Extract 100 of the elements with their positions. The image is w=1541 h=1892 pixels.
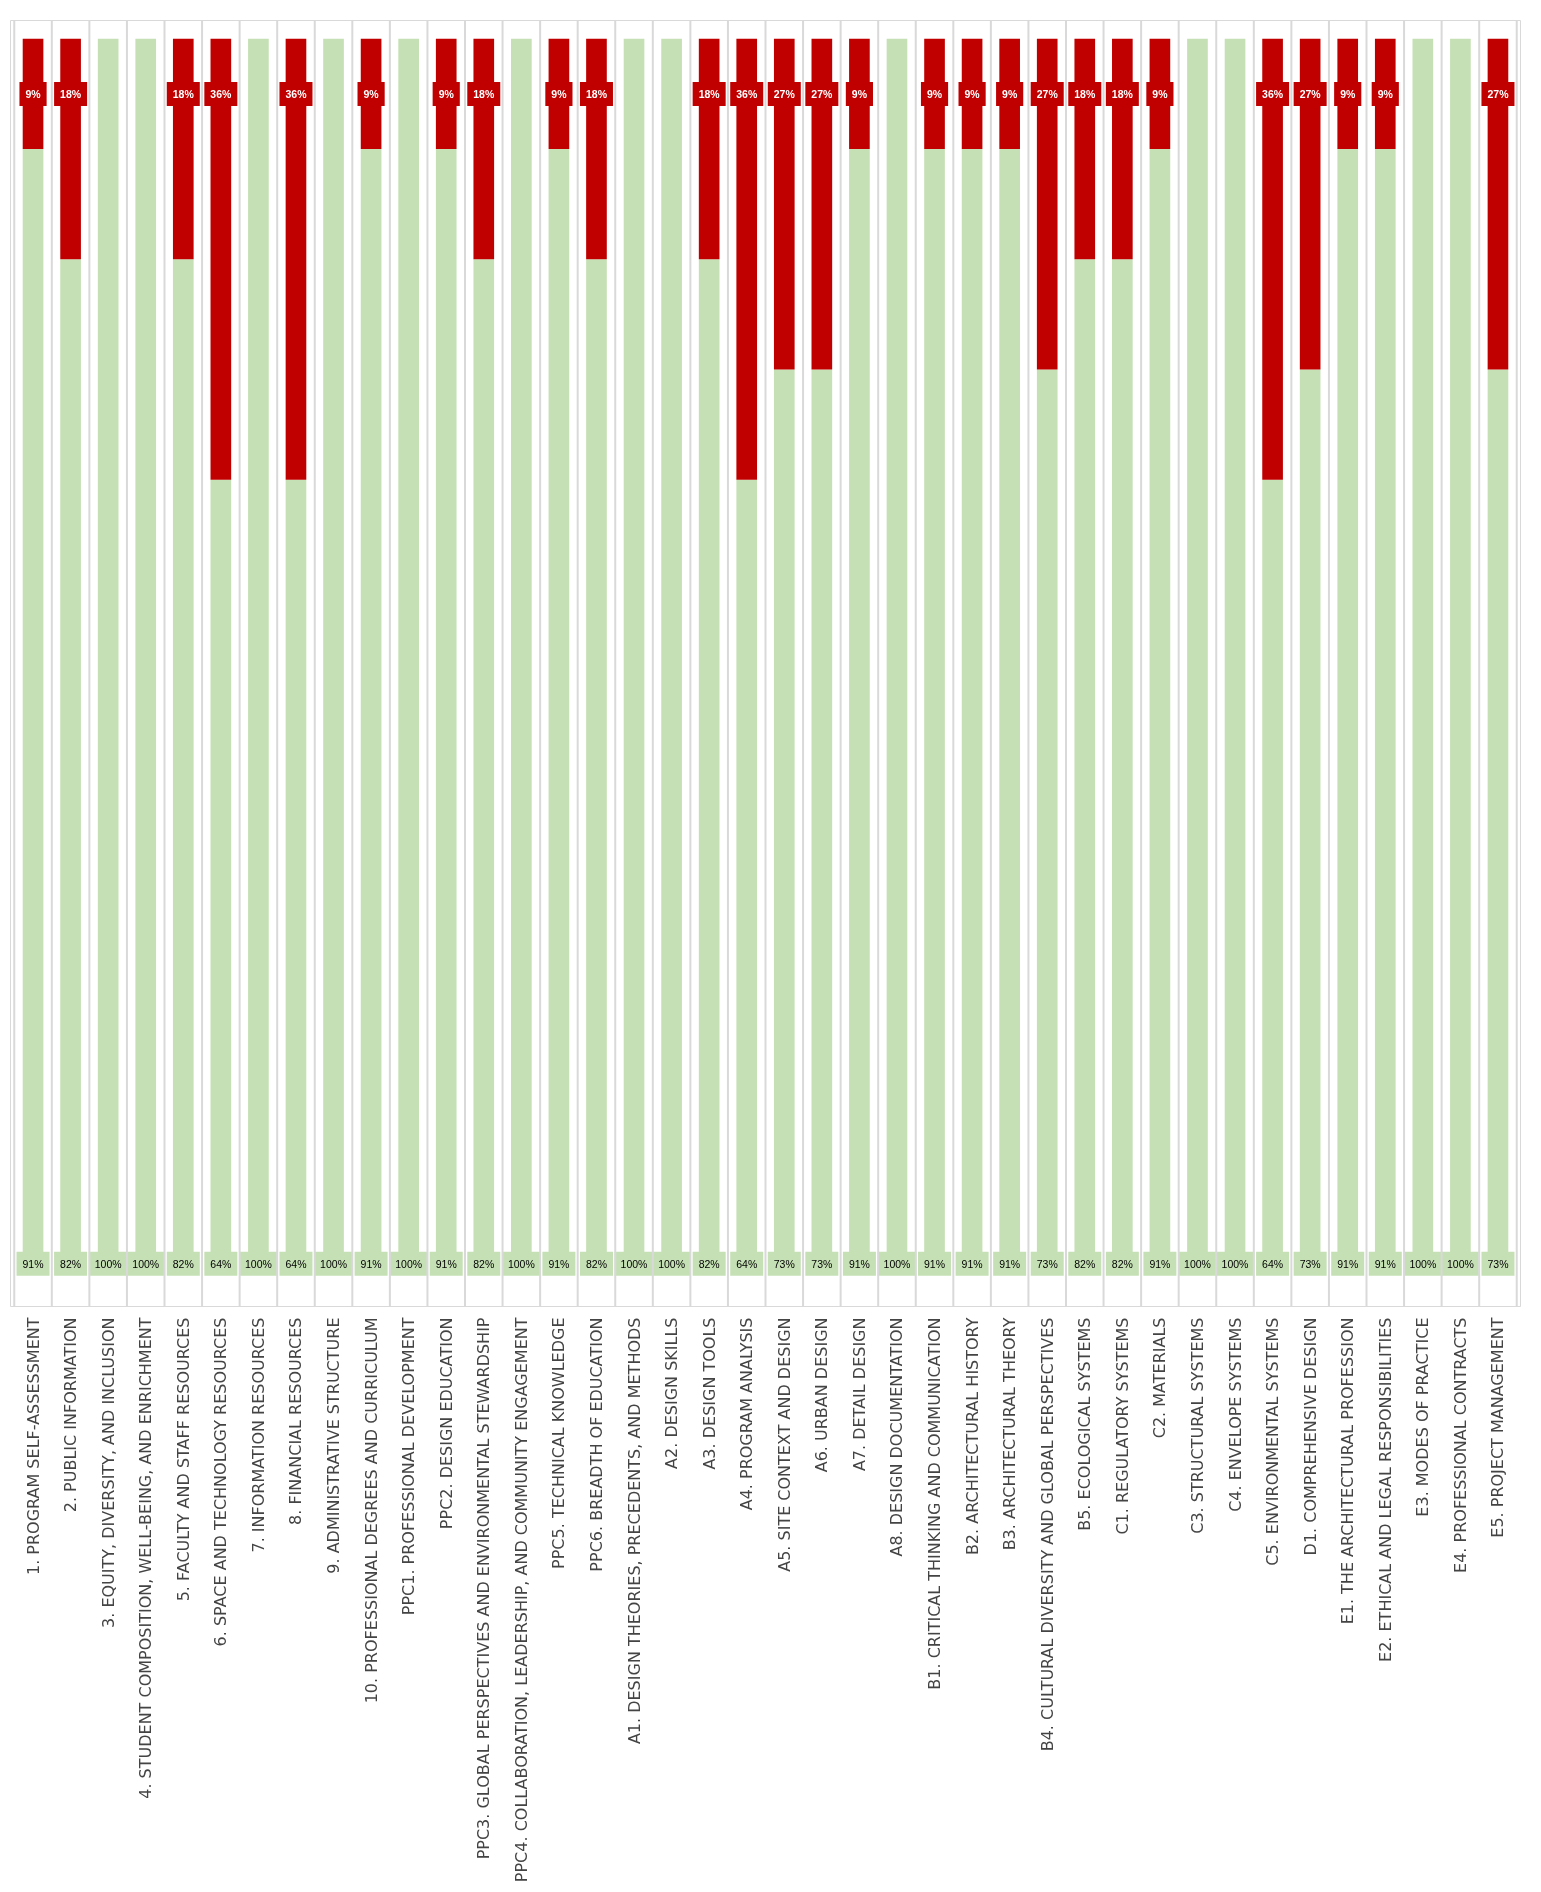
data-label: 100% — [94, 1257, 122, 1270]
data-label: 9% — [1377, 87, 1394, 100]
data-label: 18% — [60, 87, 82, 100]
x-tick-label: 8. FINANCIAL RESOURCES — [286, 1317, 306, 1525]
data-label: 9% — [926, 87, 943, 100]
data-label: 9% — [438, 87, 455, 100]
data-label: 27% — [811, 87, 834, 100]
x-tick-label: B5. ECOLOGICAL SYSTEMS — [1075, 1317, 1095, 1531]
data-label: 18% — [172, 87, 195, 100]
data-label: 100% — [883, 1257, 911, 1270]
data-label: 9% — [1340, 87, 1356, 100]
x-tick-label: 4. STUDENT COMPOSITION, WELL-BEING, AND ENRICHMENT — [136, 1317, 156, 1799]
data-label: 27% — [1487, 87, 1510, 100]
x-tick-label: A6. URBAN DESIGN — [812, 1317, 832, 1473]
x-tick-label: A5. SITE CONTEXT AND DESIGN — [774, 1317, 794, 1572]
data-label: 100% — [507, 1257, 535, 1270]
data-label: 73% — [1487, 1257, 1509, 1270]
x-tick-label: E4. PROFESSIONAL CONTRACTS — [1450, 1317, 1470, 1573]
data-label: 36% — [210, 87, 233, 100]
data-label: 91% — [1337, 1257, 1359, 1270]
data-label: 73% — [1299, 1257, 1321, 1270]
data-label: 18% — [473, 87, 495, 100]
data-label: 9% — [964, 87, 981, 100]
data-label: 73% — [773, 1257, 795, 1270]
x-tick-label: 3. EQUITY, DIVERSITY, AND INCLUSION — [98, 1317, 118, 1628]
data-label: 91% — [1149, 1257, 1171, 1270]
x-tick-label: PPC3. GLOBAL PERSPECTIVES AND ENVIRONMENTAL STEWARDSHIP — [474, 1317, 494, 1860]
data-label: 64% — [1262, 1257, 1284, 1270]
data-label: 82% — [172, 1257, 194, 1270]
data-label: 100% — [620, 1257, 648, 1270]
x-tick-label: B3. ARCHITECTURAL THEORY — [1000, 1317, 1020, 1551]
data-label: 100% — [1184, 1257, 1211, 1270]
data-label: 36% — [285, 87, 308, 100]
x-tick-label: PPC4. COLLABORATION, LEADERSHIP, AND COMMUNITY ENGAGEMENT — [511, 1317, 531, 1883]
data-label: 9% — [1152, 87, 1169, 100]
data-label: 100% — [1446, 1257, 1474, 1270]
x-tick-label: C1. REGULATORY SYSTEMS — [1112, 1317, 1132, 1535]
x-tick-label: E2. ETHICAL AND LEGAL RESPONSIBILITIES — [1375, 1317, 1395, 1662]
data-label: 100% — [658, 1257, 686, 1270]
data-label: 100% — [1221, 1257, 1249, 1270]
data-label: 64% — [210, 1257, 232, 1270]
x-tick-label: 7. INFORMATION RESOURCES — [248, 1317, 268, 1553]
data-label: 27% — [1299, 87, 1322, 100]
data-label: 64% — [285, 1257, 307, 1270]
x-tick-label: B2. ARCHITECTURAL HISTORY — [962, 1317, 982, 1556]
data-label: 91% — [435, 1257, 457, 1270]
data-label: 91% — [360, 1257, 382, 1270]
x-tick-label: 9. ADMINISTRATIVE STRUCTURE — [324, 1317, 344, 1574]
data-label: 100% — [244, 1257, 272, 1270]
data-label: 91% — [1374, 1257, 1396, 1270]
x-tick-label: C5. ENVIRONMENTAL SYSTEMS — [1263, 1317, 1283, 1566]
x-tick-label: C3. STRUCTURAL SYSTEMS — [1187, 1317, 1207, 1534]
x-tick-label: E1. THE ARCHITECTURAL PROFESSION — [1338, 1317, 1358, 1625]
data-label: 18% — [698, 87, 721, 100]
data-label: 64% — [736, 1257, 758, 1270]
x-tick-label: A1. DESIGN THEORIES, PRECEDENTS, AND METHODS — [624, 1317, 644, 1745]
data-label: 82% — [1074, 1257, 1096, 1270]
data-label: 91% — [999, 1257, 1021, 1270]
data-label: 9% — [551, 87, 568, 100]
x-tick-label: PPC6. BREADTH OF EDUCATION — [586, 1317, 606, 1572]
x-tick-label: 2. PUBLIC INFORMATION — [61, 1317, 81, 1513]
x-tick-label: B1. CRITICAL THINKING AND COMMUNICATION — [925, 1317, 945, 1690]
x-tick-label: C4. ENVELOPE SYSTEMS — [1225, 1317, 1245, 1512]
x-tick-label: 6. SPACE AND TECHNOLOGY RESOURCES — [211, 1317, 231, 1647]
data-label: 27% — [773, 87, 796, 100]
x-tick-label: A2. DESIGN SKILLS — [662, 1317, 682, 1469]
x-tick-label: D1. COMPREHENSIVE DESIGN — [1300, 1317, 1320, 1556]
data-label: 9% — [851, 87, 868, 100]
data-label: 91% — [961, 1257, 983, 1270]
data-label: 91% — [924, 1257, 946, 1270]
data-label: 82% — [473, 1257, 495, 1270]
data-label: 82% — [585, 1257, 607, 1270]
x-tick-label: A7. DETAIL DESIGN — [849, 1317, 869, 1472]
x-tick-label: B4. CULTURAL DIVERSITY AND GLOBAL PERSPECTIVES — [1037, 1317, 1057, 1752]
x-tick-label: E5. PROJECT MANAGEMENT — [1488, 1317, 1508, 1538]
data-label: 27% — [1036, 87, 1059, 100]
x-tick-label: PPC5. TECHNICAL KNOWLEDGE — [549, 1317, 569, 1569]
x-tick-label: 1. PROGRAM SELF-ASSESSMENT — [23, 1317, 43, 1576]
data-label: 82% — [1111, 1257, 1133, 1270]
data-label: 91% — [22, 1257, 44, 1270]
data-label: 82% — [698, 1257, 720, 1270]
data-label: 100% — [395, 1257, 423, 1270]
data-label: 36% — [736, 87, 758, 100]
x-tick-label: E3. MODES OF PRACTICE — [1413, 1317, 1433, 1517]
data-label: 36% — [1262, 87, 1284, 100]
x-tick-label: PPC2. DESIGN EDUCATION — [436, 1317, 456, 1530]
x-tick-label: A8. DESIGN DOCUMENTATION — [887, 1317, 907, 1557]
data-label: 18% — [585, 87, 608, 100]
x-tick-label: C2. MATERIALS — [1150, 1317, 1170, 1439]
data-label: 100% — [132, 1257, 160, 1270]
data-label: 9% — [1002, 87, 1018, 100]
x-tick-label: A3. DESIGN TOOLS — [699, 1317, 719, 1470]
data-label: 82% — [60, 1257, 82, 1270]
data-label: 100% — [320, 1257, 347, 1270]
data-label: 73% — [1036, 1257, 1058, 1270]
x-tick-label: A4. PROGRAM ANALYSIS — [737, 1317, 757, 1511]
data-label: 9% — [25, 87, 42, 100]
data-label: 91% — [848, 1257, 870, 1270]
x-tick-label: 5. FACULTY AND STAFF RESOURCES — [173, 1317, 193, 1602]
data-label: 100% — [1409, 1257, 1437, 1270]
